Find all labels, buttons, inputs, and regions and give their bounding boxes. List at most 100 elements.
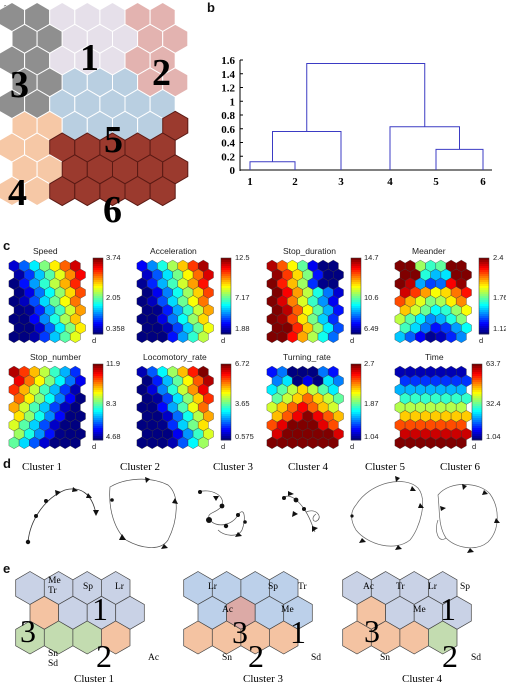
colorbar-segment <box>93 294 103 297</box>
map3-label-sn: Sn <box>222 653 232 663</box>
colorbar-segment <box>93 438 103 441</box>
plane-hex <box>456 436 467 449</box>
colorbar-segment <box>93 322 103 325</box>
colorbar-segment <box>221 422 231 425</box>
colorbar-segment <box>93 426 103 429</box>
colorbar-segment <box>221 298 231 301</box>
colorbar-segment <box>351 394 361 397</box>
colorbar-segment <box>472 392 482 395</box>
colorbar-segment <box>93 412 103 415</box>
colorbar-segment <box>221 296 231 299</box>
colorbar-segment <box>351 368 361 371</box>
colorbar-segment <box>351 332 361 335</box>
leaf-label-5: 5 <box>433 176 439 188</box>
colorbar-segment <box>479 266 489 269</box>
colorbar-segment <box>479 326 489 329</box>
colorbar-segment <box>472 388 482 391</box>
component-plane-5 <box>8 363 104 449</box>
leaf-label-4: 4 <box>387 176 393 188</box>
colorbar-max: 63.7 <box>486 359 501 368</box>
colorbar-segment <box>93 408 103 411</box>
colorbar-segment <box>221 432 231 435</box>
colorbar-segment <box>221 270 231 273</box>
colorbar-unit: d <box>350 442 354 451</box>
colorbar-segment <box>351 292 361 295</box>
map4-label-lr: Lr <box>428 582 438 592</box>
colorbar-segment <box>93 270 103 273</box>
colorbar-segment <box>479 260 489 263</box>
colorbar-segment <box>221 284 231 287</box>
colorbar-segment <box>93 306 103 309</box>
colorbar-segment <box>472 400 482 403</box>
plane-hex <box>70 330 81 343</box>
colorbar-segment <box>93 432 103 435</box>
colorbar-segment <box>93 420 103 423</box>
colorbar-frame <box>350 257 362 335</box>
colorbar-segment <box>472 408 482 411</box>
colorbar-segment <box>93 276 103 279</box>
colorbar-segment <box>351 414 361 417</box>
map1-label-me: Me <box>48 576 61 586</box>
colorbar-segment <box>221 320 231 323</box>
colorbar-segment <box>93 286 103 289</box>
map-title: Time <box>425 352 444 362</box>
colorbar-segment <box>93 268 103 271</box>
colorbar-segment <box>479 280 489 283</box>
colorbar-segment <box>93 318 103 321</box>
colorbar-segment <box>351 378 361 381</box>
colorbar-segment <box>479 306 489 309</box>
colorbar-segment <box>93 290 103 293</box>
colorbar-segment <box>351 272 361 275</box>
colorbar-segment <box>351 408 361 411</box>
colorbar-segment <box>351 372 361 375</box>
colorbar-segment <box>351 376 361 379</box>
component-map-speed: Speed 3.74 2.05 0.358 d <box>33 246 125 345</box>
component-plane-4 <box>394 257 490 343</box>
colorbar-segment <box>351 258 361 261</box>
colorbar-segment <box>93 304 103 307</box>
colorbar-segment <box>221 388 231 391</box>
leaf-label-1: 1 <box>247 176 253 188</box>
colorbar-min: 0.575 <box>235 432 254 441</box>
colorbar-mid: 1.76 <box>493 293 506 302</box>
colorbar-unit: d <box>479 336 483 345</box>
colorbar-segment <box>93 320 103 323</box>
colorbar-unit: d <box>472 442 476 451</box>
colorbar-segment <box>93 434 103 437</box>
colorbar-segment <box>93 392 103 395</box>
colorbar-segment <box>479 264 489 267</box>
colorbar-segment <box>472 416 482 419</box>
colorbar-segment <box>479 276 489 279</box>
colorbar-segment <box>479 278 489 281</box>
colorbar-segment <box>479 284 489 287</box>
colorbar-segment <box>221 380 231 383</box>
plane-hex <box>198 436 209 449</box>
colorbar-segment <box>93 278 103 281</box>
colorbar-segment <box>479 318 489 321</box>
map4-label-sd: Sd <box>471 653 481 663</box>
colorbar-segment <box>221 402 231 405</box>
colorbar-segment <box>93 418 103 421</box>
colorbar-segment <box>479 308 489 311</box>
colorbar-segment <box>479 282 489 285</box>
colorbar-segment <box>351 428 361 431</box>
colorbar-segment <box>221 318 231 321</box>
colorbar-segment <box>221 416 231 419</box>
map-title: Stop_number <box>30 352 81 362</box>
colorbar-segment <box>221 268 231 271</box>
colorbar-segment <box>93 410 103 413</box>
som-cluster-map <box>0 1 189 207</box>
colorbar-segment <box>351 396 361 399</box>
map4-number-1: 1 <box>440 591 456 627</box>
colorbar-segment <box>479 292 489 295</box>
colorbar-mid: 32.4 <box>486 399 501 408</box>
colorbar-segment <box>351 438 361 441</box>
colorbar-segment <box>351 308 361 311</box>
colorbar-segment <box>351 280 361 283</box>
colorbar-segment <box>221 438 231 441</box>
cluster-map-numbers: 1 2 3 4 5 6 <box>8 37 171 231</box>
cluster-number-1: 1 <box>80 37 99 79</box>
dendrogram: 00.20.40.60.811.21.41.61 2 3 4 5 6 <box>221 55 492 188</box>
component-plane-8 <box>394 363 483 449</box>
colorbar-segment <box>93 280 103 283</box>
